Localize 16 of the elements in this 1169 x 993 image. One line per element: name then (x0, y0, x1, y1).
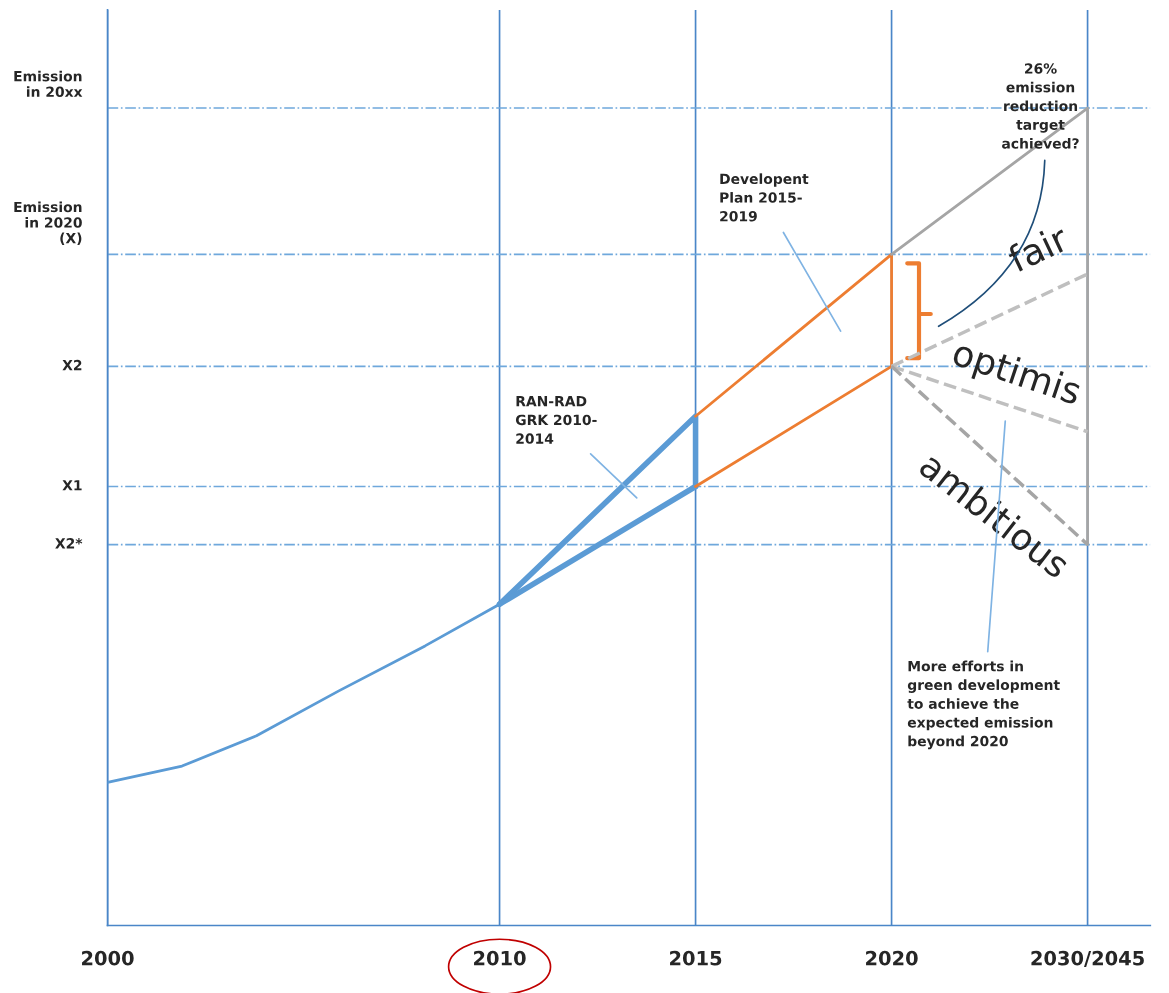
text: optimis (949, 337, 1084, 412)
x-tick-label: 2010 (474, 950, 526, 966)
annotation: More efforts in green development to achieve the expected emission beyond 2020 (907, 660, 1060, 750)
text: fair (1005, 222, 1071, 274)
x-tick-label: 2030/2045 (1031, 950, 1144, 968)
annotation: RAN-RAD GRK 2010- 2014 (515, 396, 597, 444)
x-tick-label: 2000 (82, 950, 134, 966)
ref-line-label: X2* (55, 538, 83, 549)
ref-line-label: X1 (62, 480, 82, 491)
ref-line-label: Emission in 20xx (14, 70, 83, 97)
x-tick-label: 2020 (866, 950, 918, 966)
annotation: 26% emission reduction target achieved? (1002, 63, 1079, 149)
ref-line-label: Emission in 2020 (X) (14, 201, 82, 245)
ref-line-label: X2 (62, 359, 82, 371)
annotation: Developent Plan 2015- 2019 (720, 173, 809, 222)
x-tick-label: 2015 (670, 950, 722, 966)
